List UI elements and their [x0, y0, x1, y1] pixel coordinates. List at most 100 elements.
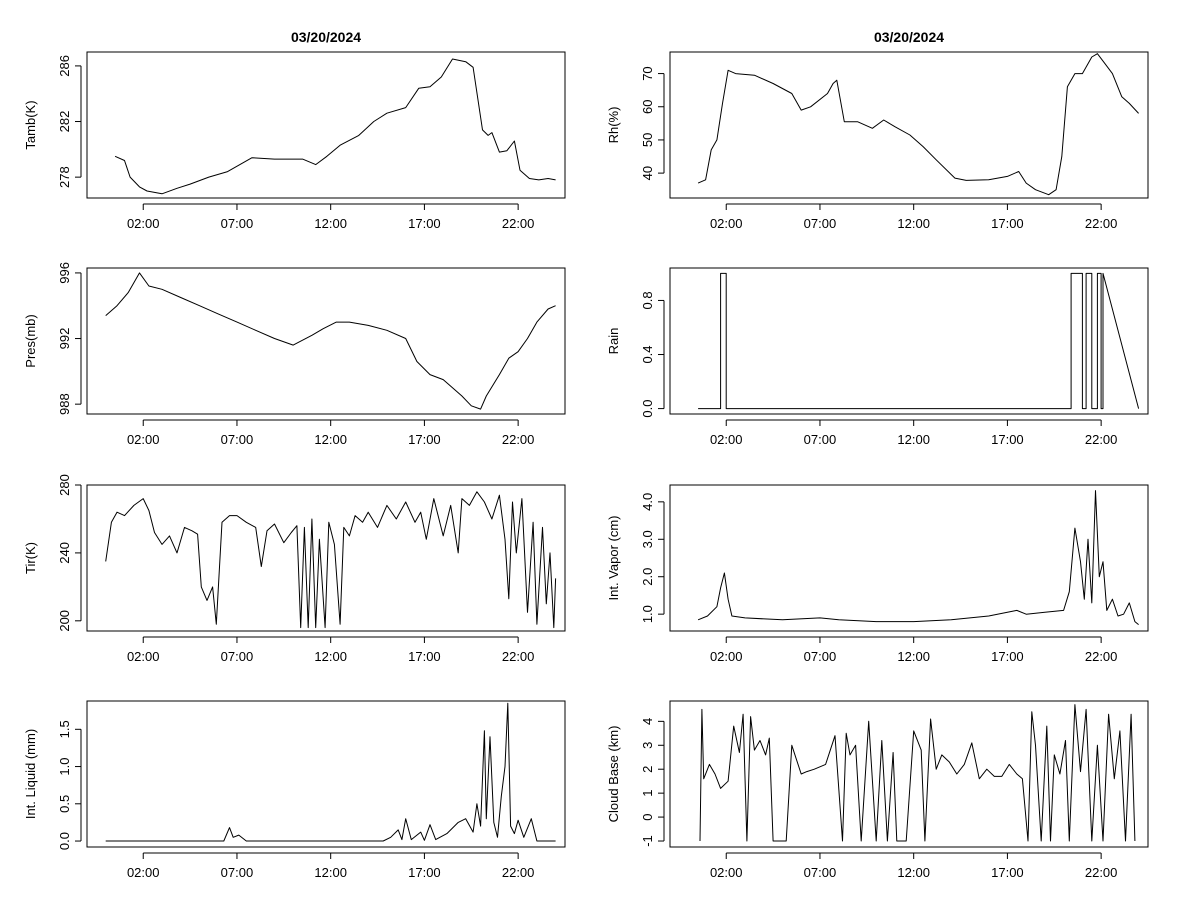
y-tick-label: 992	[57, 328, 72, 350]
x-tick-label: 17:00	[991, 216, 1024, 231]
x-tick-label: 12:00	[897, 865, 930, 880]
panel-rh: 03/20/2024 Rh(%) 40 50 60 70 02:00 07:00 12:00…	[606, 29, 1149, 231]
y-tick-label: 0.8	[640, 291, 655, 309]
y-tick-label: 0.0	[640, 400, 655, 418]
panel-rain: Rain 0.0 0.4 0.8 02:00 07:00 12:00 17:00 22:00	[606, 267, 1149, 447]
y-axis-label-rain: Rain	[606, 328, 621, 355]
y-axis-label-vapor: Int. Vapor (cm)	[606, 515, 621, 600]
series-line-rh	[697, 53, 1139, 196]
y-axis-label-tir: Tir(K)	[23, 542, 38, 574]
y-tick-label: 50	[640, 133, 655, 147]
x-tick-label: 22:00	[1085, 865, 1118, 880]
y-axis-label-liquid: Int. Liquid (mm)	[23, 729, 38, 819]
y-tick-label: 0.0	[57, 832, 72, 850]
series-line-tamb	[114, 58, 556, 195]
series-line-vapor	[697, 490, 1139, 625]
x-tick-label: 07:00	[804, 649, 837, 664]
plot-frame-rh	[669, 51, 1149, 199]
x-tick-label: 02:00	[710, 432, 743, 447]
y-tick-label: 1.0	[57, 758, 72, 776]
y-tick-label: 0.4	[640, 345, 655, 363]
x-tick-label: 17:00	[408, 216, 441, 231]
x-tick-label: 07:00	[221, 865, 254, 880]
x-tick-label: 12:00	[314, 865, 347, 880]
x-tick-label: 12:00	[897, 649, 930, 664]
x-tick-label: 17:00	[408, 865, 441, 880]
panel-cloud: Cloud Base (km) -1 0 1 2 3 4 02:00 07:00 12:00 17…	[606, 700, 1149, 880]
x-tick-label: 02:00	[127, 216, 160, 231]
x-tick-label: 12:00	[897, 432, 930, 447]
y-tick-label: 3.0	[640, 530, 655, 548]
series-line-cloud	[699, 704, 1136, 842]
panel-tir: Tir(K) 200 240 280 02:00 07:00 12:00 17:00 22:0…	[23, 474, 566, 664]
y-tick-label: 2.0	[640, 568, 655, 586]
x-tick-label: 07:00	[804, 432, 837, 447]
y-tick-label: 1.0	[640, 605, 655, 623]
y-tick-label: 2	[640, 766, 655, 773]
chart-title-left: 03/20/2024	[291, 29, 361, 45]
y-tick-label: 0.5	[57, 795, 72, 813]
y-axis-label-rh: Rh(%)	[606, 107, 621, 144]
x-tick-label: 22:00	[502, 216, 535, 231]
x-tick-label: 12:00	[314, 432, 347, 447]
y-tick-label: -1	[640, 835, 655, 847]
y-tick-label: 4.0	[640, 493, 655, 511]
plot-frame-pres	[86, 267, 566, 415]
y-tick-label: 988	[57, 393, 72, 415]
x-tick-label: 02:00	[710, 649, 743, 664]
x-tick-label: 07:00	[804, 865, 837, 880]
x-tick-label: 02:00	[127, 865, 160, 880]
y-tick-label: 280	[57, 474, 72, 496]
x-tick-label: 22:00	[1085, 432, 1118, 447]
y-axis-label-pres: Pres(mb)	[23, 314, 38, 367]
x-tick-label: 22:00	[1085, 216, 1118, 231]
y-tick-label: 286	[57, 55, 72, 77]
y-tick-label: 996	[57, 262, 72, 284]
y-tick-label: 240	[57, 542, 72, 564]
y-tick-label: 278	[57, 166, 72, 188]
y-tick-label: 282	[57, 111, 72, 133]
x-tick-label: 22:00	[502, 865, 535, 880]
y-axis-label-cloud: Cloud Base (km)	[606, 726, 621, 823]
plot-frame-liquid	[86, 700, 566, 848]
x-tick-label: 07:00	[221, 432, 254, 447]
plot-frame-tamb	[86, 51, 566, 199]
x-tick-label: 02:00	[127, 649, 160, 664]
x-tick-label: 12:00	[314, 216, 347, 231]
series-line-rain	[698, 272, 1140, 410]
x-tick-label: 17:00	[991, 432, 1024, 447]
plot-frame-cloud	[669, 700, 1149, 848]
x-tick-label: 07:00	[804, 216, 837, 231]
x-tick-label: 22:00	[502, 649, 535, 664]
panel-vapor: Int. Vapor (cm) 1.0 2.0 3.0 4.0 02:00 07:00 12…	[606, 484, 1149, 664]
x-tick-label: 07:00	[221, 216, 254, 231]
x-tick-label: 02:00	[710, 216, 743, 231]
panel-tamb: 03/20/2024 Tamb(K) 278 282 286 02:00 07:00 12…	[23, 29, 566, 231]
panel-pres: Pres(mb) 988 992 996 02:00 07:00 12:00 17:00 22…	[23, 262, 566, 447]
x-tick-label: 22:00	[1085, 649, 1118, 664]
plot-frame-tir	[86, 484, 566, 632]
x-tick-label: 17:00	[408, 649, 441, 664]
x-tick-label: 17:00	[408, 432, 441, 447]
y-tick-label: 0	[640, 813, 655, 820]
chart-title-right: 03/20/2024	[874, 29, 944, 45]
y-axis-label-tamb: Tamb(K)	[23, 100, 38, 149]
x-tick-label: 12:00	[314, 649, 347, 664]
y-tick-label: 60	[640, 100, 655, 114]
y-tick-label: 1	[640, 790, 655, 797]
x-tick-label: 22:00	[502, 432, 535, 447]
plot-frame-rain	[669, 267, 1149, 415]
y-tick-label: 1.5	[57, 720, 72, 738]
series-line-liquid	[105, 702, 556, 842]
y-tick-label: 4	[640, 718, 655, 725]
series-line-pres	[105, 272, 556, 410]
plot-frame-vapor	[669, 484, 1149, 632]
y-tick-label: 40	[640, 166, 655, 180]
y-tick-label: 200	[57, 610, 72, 632]
x-tick-label: 17:00	[991, 649, 1024, 664]
x-tick-label: 12:00	[897, 216, 930, 231]
y-tick-label: 3	[640, 742, 655, 749]
x-tick-label: 02:00	[710, 865, 743, 880]
panel-liquid: Int. Liquid (mm) 0.0 0.5 1.0 1.5 02:00 07:00 1…	[23, 700, 566, 880]
